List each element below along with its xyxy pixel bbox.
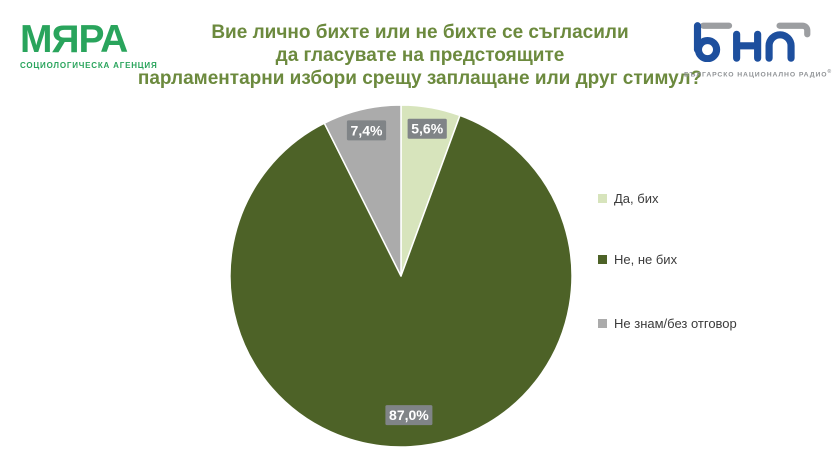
chart-title: Вие лично бихте или не бихте се съгласил… (130, 21, 710, 90)
legend-swatch-no (598, 254, 607, 264)
pie-slice-2 (323, 104, 402, 277)
bnr-logo-subtitle: БЪЛГАРСКО НАЦИОНАЛНО РАДИО® (684, 69, 833, 79)
legend-item-yes: Да, бих (598, 190, 737, 206)
legend-swatch-yes (598, 193, 607, 203)
chart-title-line-1: Вие лично бихте или не бихте се съгласил… (211, 22, 629, 43)
data-label-1: 87,0% (385, 405, 433, 426)
legend-swatch-dontknow (598, 318, 607, 328)
legend-label-no: Не, не бих (614, 251, 678, 267)
svg-text:87,0%: 87,0% (389, 407, 429, 423)
legend-item-dontknow: Не знам/без отговор (598, 315, 737, 331)
myara-logo: МЯРА СОЦИОЛОГИЧЕСКА АГЕНЦИЯ (20, 18, 158, 71)
pie-slice-1 (229, 114, 573, 448)
pie-chart: 5,6% 87,0% 7,4% (211, 86, 591, 466)
svg-text:7,4%: 7,4% (351, 122, 383, 138)
legend-item-no: Не, не бих (598, 251, 737, 267)
bnr-logo: БЪЛГАРСКО НАЦИОНАЛНО РАДИО® (684, 20, 833, 79)
bnr-logo-mark (693, 22, 811, 63)
bnr-b-bowl (694, 36, 721, 63)
legend-label-yes: Да, бих (614, 190, 659, 206)
data-label-0: 5,6% (407, 118, 447, 139)
bnr-n (733, 30, 762, 62)
bnr-r-accent (776, 22, 811, 38)
myara-logo-subtitle: СОЦИОЛОГИЧЕСКА АГЕНЦИЯ (20, 61, 158, 70)
data-label-2: 7,4% (346, 120, 387, 141)
chart-title-line-2: да гласувате на предстоящите (275, 45, 565, 66)
svg-text:5,6%: 5,6% (411, 121, 443, 137)
bnr-r (765, 31, 795, 62)
chart-title-line-3: парламентарни избори срещу заплащане или… (137, 68, 703, 89)
legend-label-dontknow: Не знам/без отговор (614, 315, 737, 331)
myara-logo-text: МЯРА (20, 18, 128, 61)
chart-legend: Да, бих Не, не бих Не знам/без отговор (598, 190, 737, 331)
registered-mark: ® (827, 69, 833, 75)
